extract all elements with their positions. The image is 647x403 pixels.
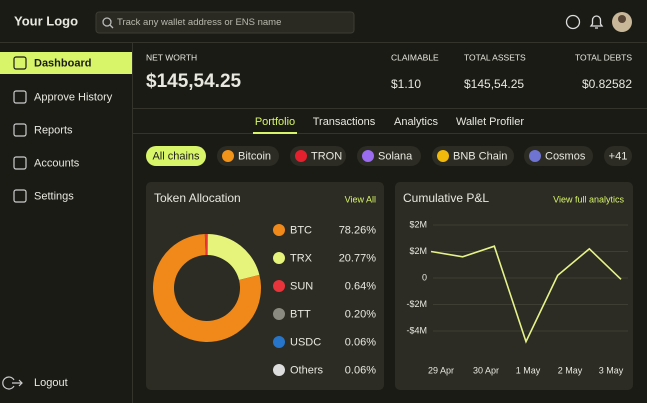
chain-name[interactable]: TRON (311, 150, 342, 162)
search-icon (102, 17, 112, 27)
token-name: TRX (290, 252, 313, 264)
nav-icon (13, 189, 27, 203)
token-percent: 0.06% (345, 336, 376, 348)
bell-icon[interactable] (589, 15, 604, 29)
stat-value: $145,54.25 (146, 71, 242, 92)
tab[interactable]: Portfolio (255, 116, 295, 128)
x-tick-label: 1 May (516, 365, 541, 375)
card-title: Cumulative P&L (403, 191, 489, 205)
donut-segment (207, 234, 260, 280)
stat-value: $0.82582 (582, 77, 632, 91)
logout-icon (2, 376, 23, 390)
stat-label: NET WORTH (146, 52, 197, 62)
token-percent: 78.26% (339, 224, 377, 236)
analytics-link[interactable]: View full analytics (553, 194, 624, 204)
nav-item[interactable]: Approve History (34, 91, 113, 103)
donut-segment (206, 234, 208, 256)
token-icon (273, 252, 285, 264)
y-tick-label: $2M (409, 219, 427, 229)
chain-icon (295, 150, 307, 162)
nav-item[interactable]: Accounts (34, 157, 80, 169)
chain-name[interactable]: All chains (152, 150, 200, 162)
chain-name[interactable]: Cosmos (545, 150, 586, 162)
donut-segment (153, 234, 261, 343)
token-icon (273, 224, 285, 236)
chain-name[interactable]: BNB Chain (453, 150, 507, 162)
help-icon[interactable] (565, 14, 581, 30)
chain-icon (362, 150, 374, 162)
token-percent: 20.77% (339, 252, 377, 264)
token-name: SUN (290, 280, 313, 292)
token-name: BTC (290, 224, 312, 236)
card-title: Token Allocation (154, 191, 241, 205)
chain-chip[interactable] (146, 146, 206, 166)
card (395, 182, 633, 390)
avatar (618, 15, 626, 23)
nav-icon (13, 90, 27, 104)
donut-segment (207, 234, 209, 256)
chain-chip[interactable] (524, 146, 593, 166)
tab[interactable]: Analytics (394, 116, 439, 128)
token-percent: 0.20% (345, 308, 376, 320)
chain-name[interactable]: +41 (609, 150, 628, 162)
nav-active-bg (0, 52, 132, 74)
tab-underline (253, 132, 297, 134)
x-tick-label: 3 May (599, 365, 624, 375)
nav-icon (13, 123, 27, 137)
tab[interactable]: Wallet Profiler (456, 116, 524, 128)
logout[interactable]: Logout (34, 377, 68, 389)
token-name: USDC (290, 336, 321, 348)
nav-item[interactable]: Dashboard (34, 57, 91, 69)
chain-chip[interactable] (357, 146, 421, 166)
token-percent: 0.06% (345, 364, 376, 376)
tab[interactable]: Transactions (313, 116, 376, 128)
token-icon (273, 364, 285, 376)
stat-value: $145,54.25 (464, 77, 524, 91)
y-tick-label: 0 (422, 272, 427, 282)
y-tick-label: -$4M (406, 325, 427, 335)
token-icon (273, 308, 285, 320)
stat-value: $1.10 (391, 77, 421, 91)
y-tick-label: -$2M (406, 299, 427, 309)
y-tick-label: $2M (409, 246, 427, 256)
x-tick-label: 2 May (558, 365, 583, 375)
nav-item[interactable]: Settings (34, 190, 74, 202)
nav-icon (13, 156, 27, 170)
nav-icon (13, 56, 27, 70)
chain-icon (222, 150, 234, 162)
chain-chip[interactable] (604, 146, 632, 166)
chain-icon (529, 150, 541, 162)
search-box[interactable] (95, 11, 355, 34)
chain-name[interactable]: Solana (378, 150, 413, 162)
token-name: BTT (290, 308, 311, 320)
token-name: Others (290, 364, 324, 376)
x-tick-label: 30 Apr (473, 365, 499, 375)
view-all-link[interactable]: View All (345, 194, 376, 204)
stat-label: TOTAL DEBTS (575, 52, 632, 62)
chain-icon (437, 150, 449, 162)
search-icon (109, 24, 114, 29)
chain-chip[interactable] (432, 146, 514, 166)
search-placeholder: Track any wallet address or ENS name (117, 17, 281, 28)
chain-name[interactable]: Bitcoin (238, 150, 271, 162)
nav-item[interactable]: Reports (34, 124, 73, 136)
pnl-line (430, 245, 622, 344)
stat-label: TOTAL ASSETS (464, 52, 526, 62)
chain-chip[interactable] (217, 146, 279, 166)
token-percent: 0.64% (345, 280, 376, 292)
x-tick-label: 29 Apr (428, 365, 454, 375)
logo: Your Logo (14, 13, 78, 28)
donut-segment (204, 234, 207, 256)
token-icon (273, 336, 285, 348)
token-icon (273, 280, 285, 292)
stat-label: CLAIMABLE (391, 52, 439, 62)
